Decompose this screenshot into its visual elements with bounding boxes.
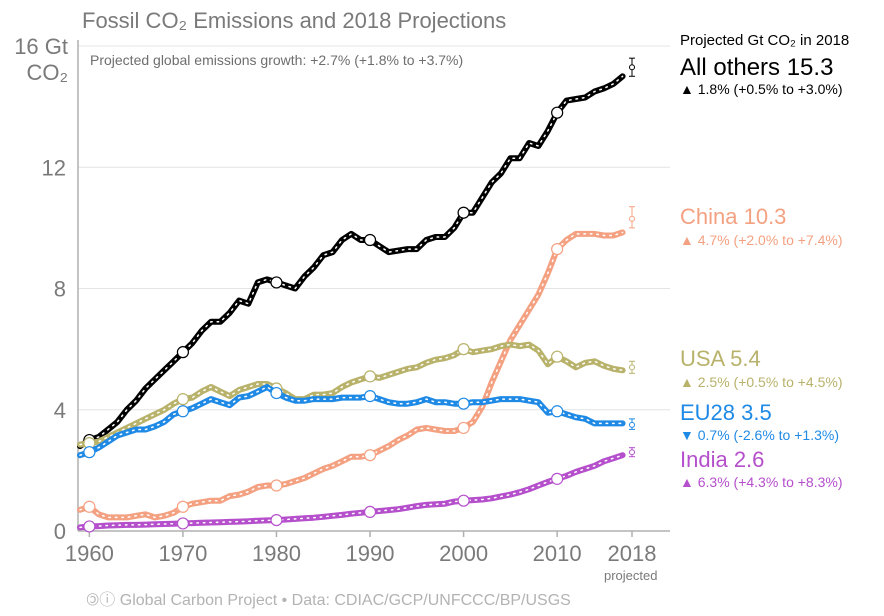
legend-change-eu28: ▼ 0.7% (-2.6% to +1.3%): [680, 427, 839, 443]
series-marker-china-1960: [83, 500, 96, 513]
y-tick-label-12: 12: [42, 155, 66, 180]
legend-label-china: China 10.3: [680, 204, 787, 229]
footer-credit: 🄯ⓘ Global Carbon Project • Data: CDIAC/G…: [86, 586, 571, 610]
series-marker-usa-2000: [457, 343, 470, 356]
y-axis-unit-line2: CO₂: [26, 60, 68, 85]
series-dots-all-others: [79, 75, 624, 447]
series-marker-china-1970: [176, 500, 190, 513]
x-tick-label-1970: 1970: [158, 541, 207, 566]
series-marker-india-2000: [457, 494, 470, 507]
legend-label-eu28: EU28 3.5: [680, 400, 772, 425]
series-marker-all-others-1990: [363, 233, 377, 247]
series-marker-eu28-2010: [551, 405, 564, 418]
series-line-all-others: [77, 73, 626, 450]
series-marker-all-others-2010: [551, 106, 564, 119]
series-dots-eu28: [79, 386, 624, 456]
series-marker-india-2010: [551, 472, 564, 485]
y-tick-label-4: 4: [54, 398, 66, 423]
series-marker-eu28-1990: [363, 390, 377, 403]
projection-point-usa: [629, 364, 635, 371]
series-marker-eu28-2000: [457, 397, 470, 410]
legend-change-india: ▲ 6.3% (+4.3% to +8.3%): [680, 474, 843, 490]
x-tick-label-1960: 1960: [65, 541, 114, 566]
series-dots-usa: [79, 343, 624, 446]
creative-commons-icon: 🄯ⓘ: [86, 592, 116, 609]
legend-label-all-others: All others 15.3: [680, 54, 834, 81]
series-marker-china-1980: [270, 479, 283, 492]
series-marker-all-others-1980: [270, 276, 283, 289]
series-marker-china-1990: [363, 449, 377, 462]
credit-text: Global Carbon Project • Data: CDIAC/GCP/…: [119, 592, 571, 609]
legend-label-india: India 2.6: [680, 447, 765, 472]
x-tick-label-2000: 2000: [439, 541, 488, 566]
series-marker-usa-1990: [363, 370, 377, 383]
chart-title: Fossil CO₂ Emissions and 2018 Projection…: [82, 8, 507, 33]
x-tick-label-2018: 2018: [608, 541, 657, 566]
global-growth-note: Projected global emissions growth: +2.7%…: [90, 52, 464, 68]
x-tick-label-1980: 1980: [252, 541, 301, 566]
projection-point-all-others: [629, 64, 635, 71]
series-marker-usa-2010: [551, 350, 564, 363]
series-dots-india: [79, 454, 624, 529]
series-marker-china-2000: [457, 421, 470, 435]
y-axis-unit-line1: 16 Gt: [14, 34, 68, 59]
series-marker-eu28-1970: [176, 405, 190, 418]
series-marker-eu28-1960: [83, 446, 96, 459]
projected-label: projected: [604, 568, 658, 583]
y-tick-label-8: 8: [54, 277, 66, 302]
legend-heading: Projected Gt CO₂ in 2018: [680, 32, 850, 49]
legend-label-usa: USA 5.4: [680, 346, 761, 371]
series-marker-india-1960: [83, 520, 96, 533]
projection-point-india: [629, 449, 635, 456]
series-marker-usa-1970: [176, 393, 190, 406]
projection-point-china: [629, 215, 635, 222]
x-tick-label-2010: 2010: [533, 541, 582, 566]
series-marker-india-1980: [270, 513, 283, 527]
legend-change-usa: ▲ 2.5% (+0.5% to +4.5%): [680, 374, 843, 390]
legend-change-china: ▲ 4.7% (+2.0% to +7.4%): [680, 232, 843, 248]
series-marker-india-1990: [363, 505, 377, 519]
legend-change-all-others: ▲ 1.8% (+0.5% to +3.0%): [680, 81, 843, 97]
y-axis-unit-label: 16 Gt CO₂: [14, 34, 68, 86]
x-tick-label-1990: 1990: [346, 541, 395, 566]
series-marker-china-2010: [551, 242, 564, 256]
series-marker-eu28-1980: [270, 386, 283, 400]
y-tick-label-0: 0: [54, 519, 66, 544]
projection-point-eu28: [629, 421, 635, 428]
series-marker-all-others-1970: [176, 346, 190, 359]
series-dots-china: [79, 231, 624, 519]
series-marker-india-1970: [176, 517, 190, 530]
series-marker-all-others-2000: [457, 206, 470, 219]
